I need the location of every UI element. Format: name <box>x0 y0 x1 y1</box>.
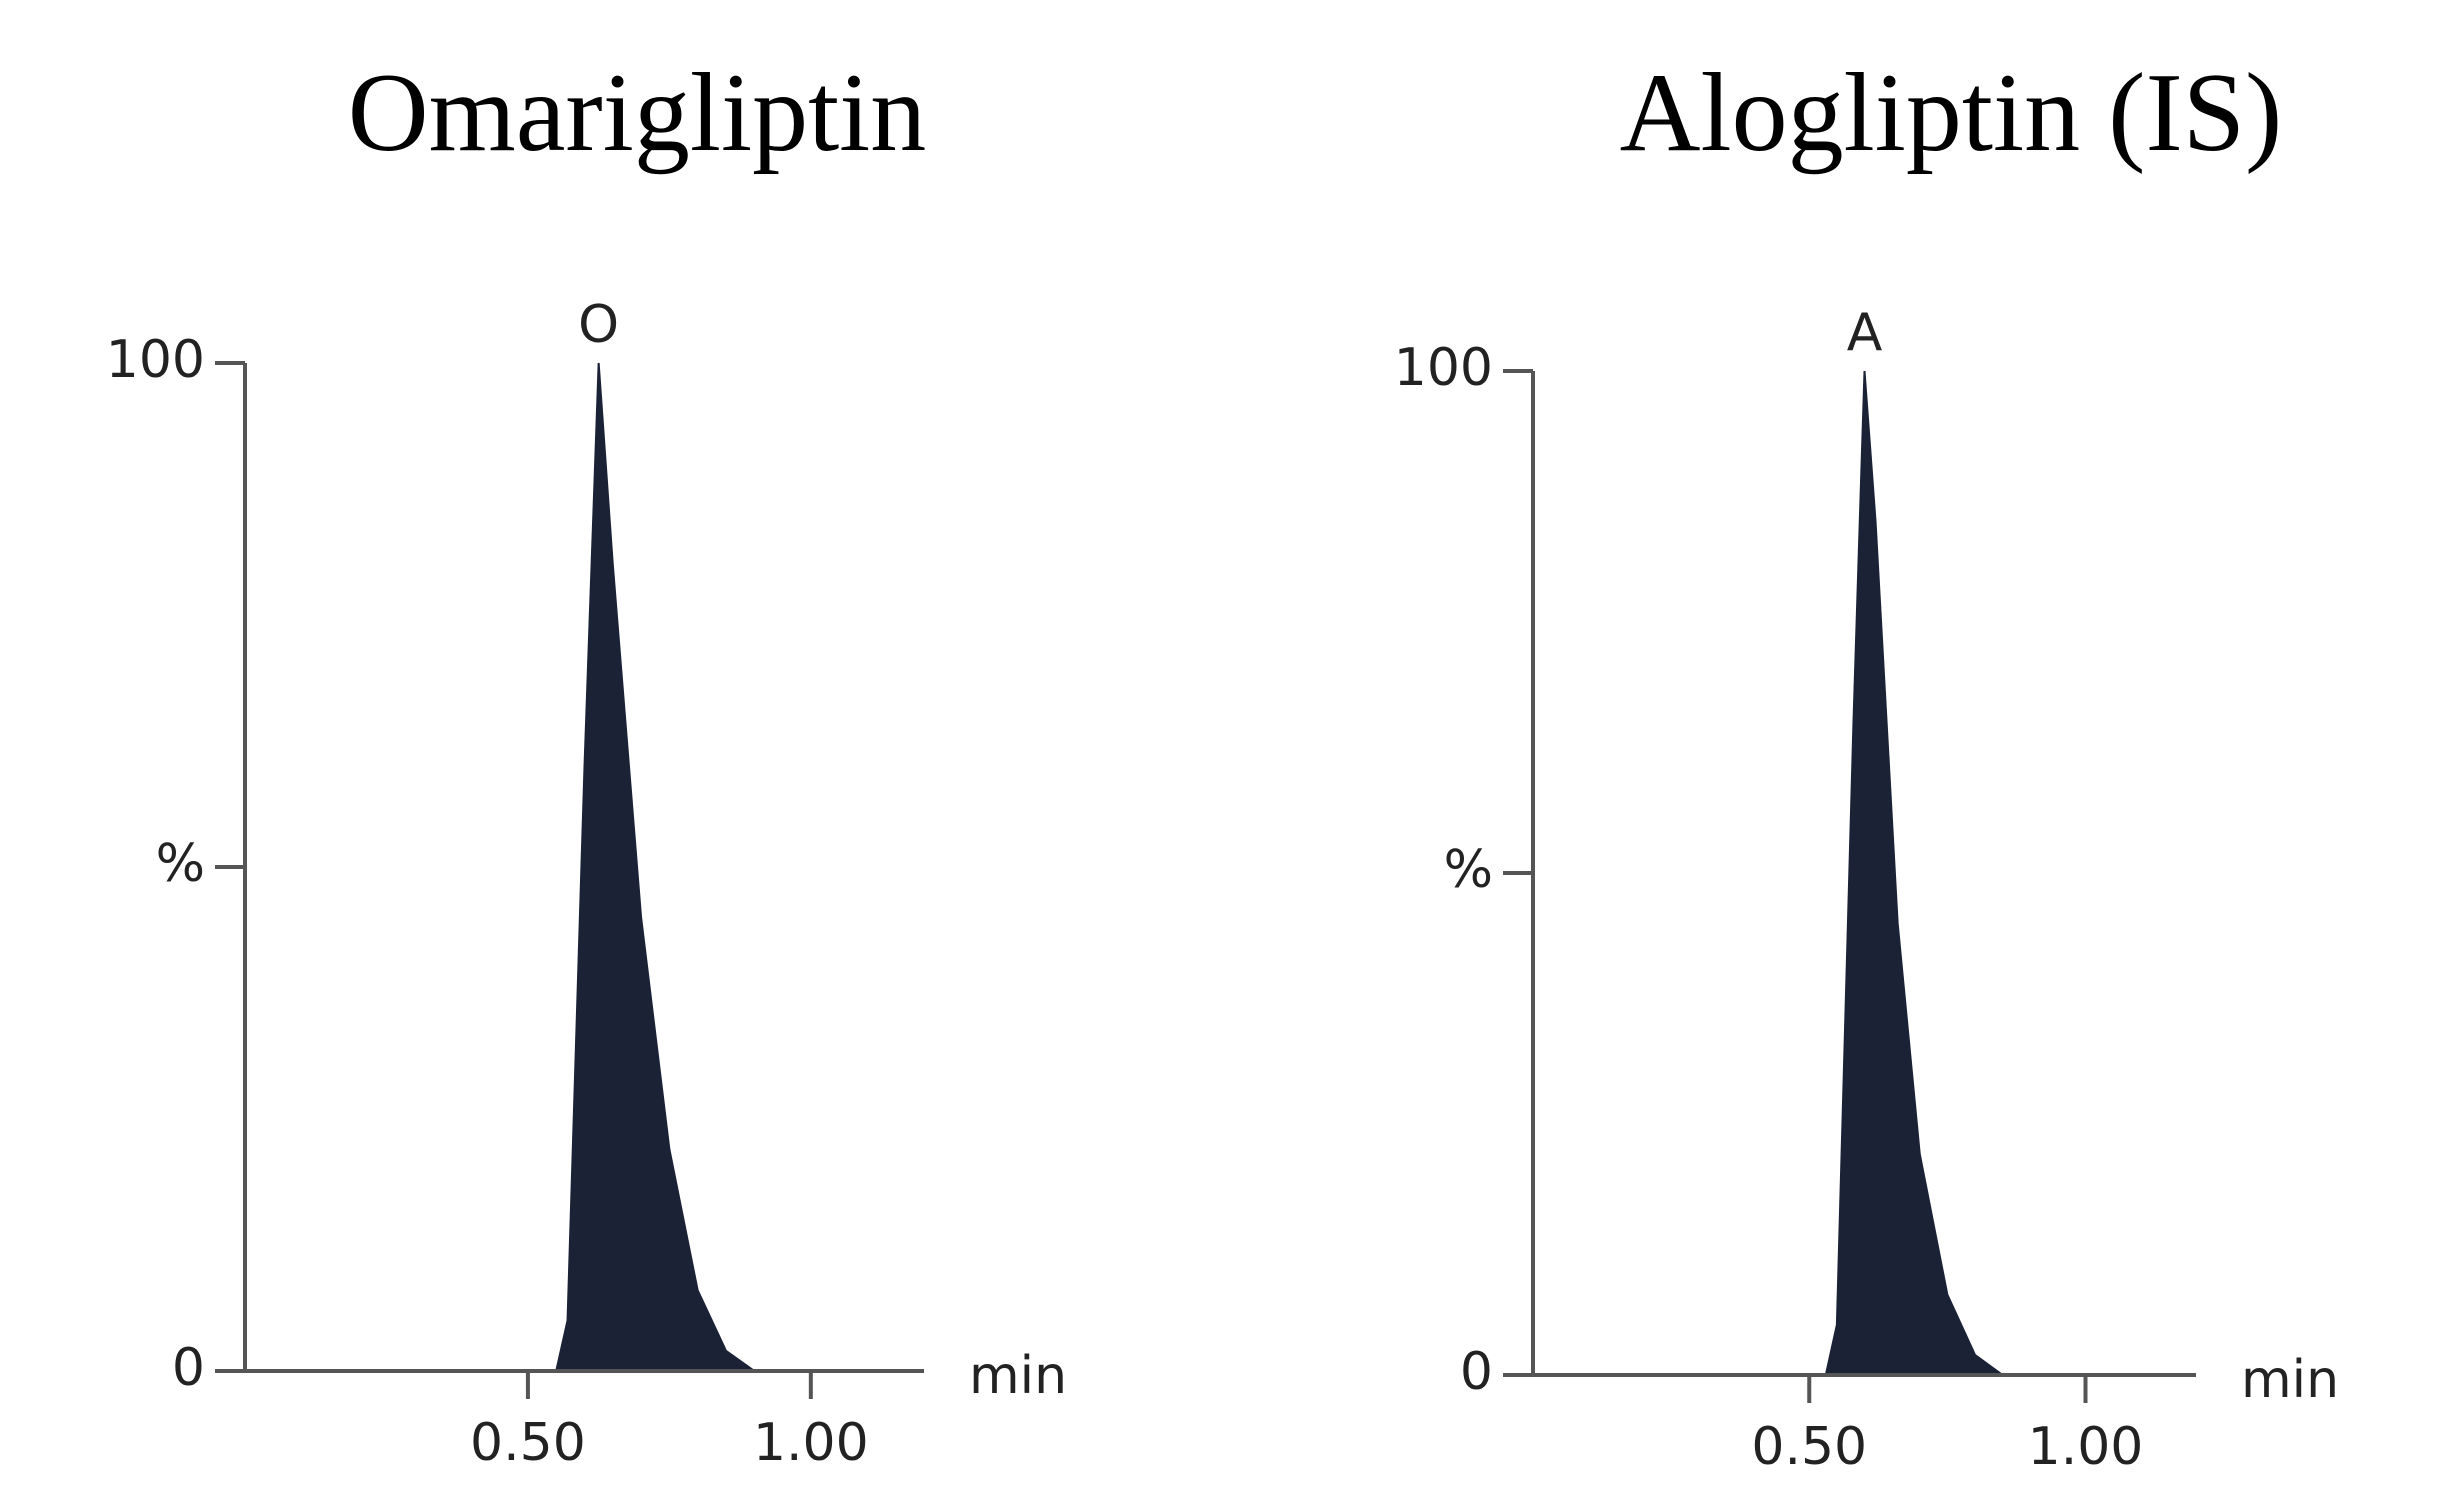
x-tick-label: 1.00 <box>753 1413 869 1473</box>
peak-label: O <box>578 295 619 355</box>
x-tick-label: 0.50 <box>1751 1417 1867 1477</box>
y-tick-label: 100 <box>1394 338 1493 398</box>
y-tick-label: % <box>1444 840 1493 900</box>
chart-title: Omarigliptin <box>348 51 927 175</box>
peak-area <box>245 362 924 1372</box>
y-tick-label: 0 <box>172 1338 205 1398</box>
x-tick-label: 1.00 <box>2028 1417 2144 1477</box>
x-axis-label: min <box>2241 1350 2339 1410</box>
y-tick-label: 100 <box>106 330 205 390</box>
x-axis-label: min <box>969 1346 1067 1406</box>
x-tick-label: 0.50 <box>470 1413 586 1473</box>
peak-area <box>1533 370 2196 1376</box>
y-tick-label: % <box>156 834 205 894</box>
y-tick-label: 0 <box>1460 1342 1493 1402</box>
chart-title: Alogliptin (IS) <box>1620 51 2283 175</box>
peak-label: A <box>1847 303 1883 363</box>
